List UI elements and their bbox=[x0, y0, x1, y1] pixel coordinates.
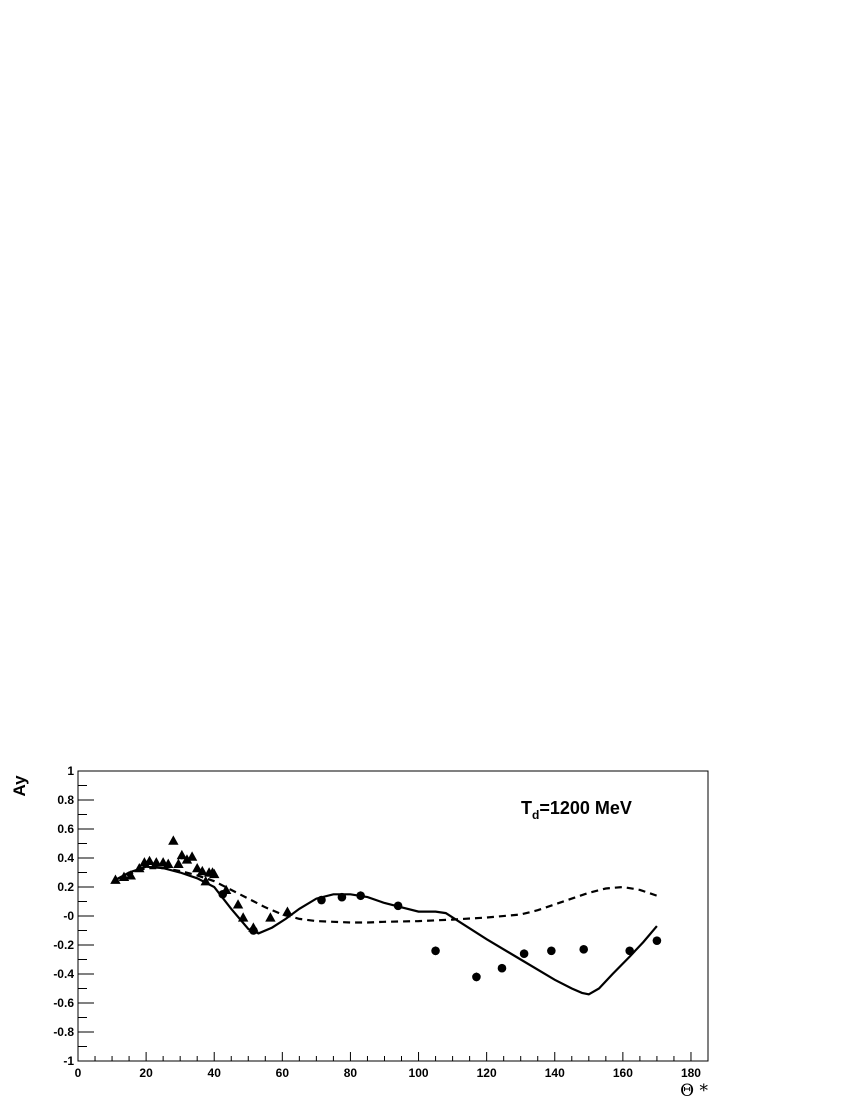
energy-annotation: Td=1200 MeV bbox=[521, 798, 632, 822]
x-tick-label: 40 bbox=[208, 1066, 222, 1080]
triangle-point bbox=[197, 865, 208, 876]
y-tick-label: 0.2 bbox=[57, 880, 74, 894]
y-tick-label: 0.8 bbox=[57, 793, 74, 807]
x-tick-label: 120 bbox=[477, 1066, 497, 1080]
x-tick-label: 140 bbox=[545, 1066, 565, 1080]
x-tick-label: 100 bbox=[409, 1066, 429, 1080]
dashed-curve bbox=[115, 867, 658, 924]
y-tick-label: -0.4 bbox=[53, 967, 74, 981]
triangle-point bbox=[168, 835, 179, 845]
x-tick-label: 20 bbox=[139, 1066, 153, 1080]
theory-curves bbox=[114, 865, 658, 996]
triangle-point bbox=[237, 912, 249, 922]
circle-point bbox=[218, 889, 228, 899]
triangle-point bbox=[173, 858, 184, 868]
x-tick-label: 60 bbox=[276, 1066, 290, 1080]
axis-ticks bbox=[77, 770, 709, 1062]
solid-curve bbox=[114, 865, 658, 996]
circle-point bbox=[249, 926, 258, 935]
y-tick-label: -0.6 bbox=[53, 996, 74, 1010]
tick-labels: 0 20 40 60 80 100 120 140 160 180 -1 -0.8 -0.6 -0.4 -0… bbox=[53, 764, 701, 1080]
triangle-point bbox=[200, 876, 211, 886]
y-tick-label: -0.2 bbox=[53, 938, 74, 952]
circle-point bbox=[472, 972, 481, 982]
circle-point bbox=[317, 895, 326, 905]
triangle-point bbox=[176, 849, 188, 860]
triangle-point bbox=[232, 899, 244, 909]
x-tick-label: 180 bbox=[681, 1066, 701, 1080]
y-tick-label: -0.8 bbox=[53, 1025, 74, 1039]
circle-point bbox=[579, 945, 589, 954]
data-points bbox=[110, 835, 662, 982]
y-axis-title: Ay bbox=[10, 775, 29, 797]
circle-point bbox=[497, 963, 507, 973]
energy-annotation-value: =1200 MeV bbox=[539, 798, 632, 818]
triangle-point bbox=[181, 854, 193, 864]
triangle-point bbox=[134, 862, 145, 873]
circle-point bbox=[519, 949, 529, 958]
circle-point bbox=[547, 946, 556, 956]
triangle-point bbox=[191, 862, 203, 873]
circle-point bbox=[652, 936, 662, 945]
circle-point bbox=[625, 946, 634, 956]
circle-point bbox=[431, 946, 440, 956]
y-tick-label: 0.6 bbox=[57, 822, 74, 836]
x-tick-label: 0 bbox=[75, 1066, 82, 1080]
x-axis-title: Θ * bbox=[680, 1081, 708, 1100]
energy-annotation-subscript: d bbox=[532, 808, 539, 822]
circle-point bbox=[356, 891, 365, 900]
circle-point bbox=[337, 892, 347, 902]
energy-annotation-main: T bbox=[521, 798, 532, 818]
triangle-point bbox=[163, 858, 174, 868]
triangle-point bbox=[265, 912, 276, 922]
triangle-point bbox=[144, 855, 155, 866]
triangle-point bbox=[186, 851, 198, 861]
x-tick-label: 160 bbox=[613, 1066, 633, 1080]
x-tick-label: 80 bbox=[344, 1066, 358, 1080]
triangle-point bbox=[125, 870, 136, 880]
triangle-point bbox=[151, 857, 162, 867]
y-tick-label: 1 bbox=[67, 764, 74, 778]
triangle-point bbox=[282, 906, 293, 916]
y-tick-label: 0.4 bbox=[57, 851, 74, 865]
circle-point bbox=[393, 901, 403, 911]
y-tick-label: -1 bbox=[63, 1054, 74, 1068]
triangle-point bbox=[110, 874, 121, 884]
triangle-point bbox=[209, 868, 220, 879]
y-tick-label: -0 bbox=[63, 909, 74, 923]
